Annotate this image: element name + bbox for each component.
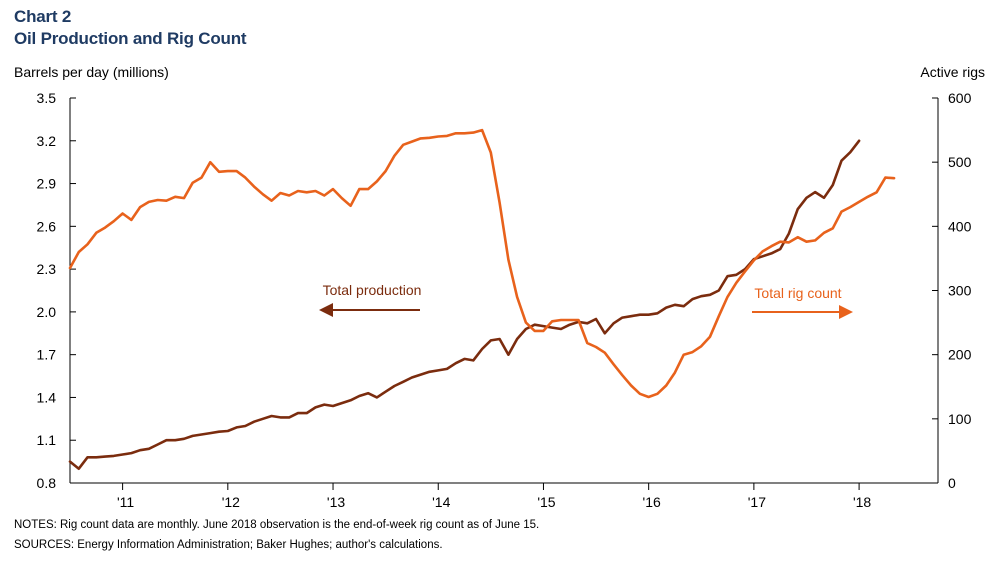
total-rig-count-line [68, 128, 896, 399]
right-axis-tick-label: 400 [948, 218, 972, 234]
axes-layer: 0.8 1.1 1.4 1.7 2.0 2.3 2.6 2.9 3.2 3.5 0 100 200 300… [37, 90, 972, 510]
right-axis-tick-label: 500 [948, 154, 972, 170]
total-production-annotation: Total production [323, 282, 422, 298]
x-axis-tick-label: '12 [222, 494, 240, 510]
left-axis-tick-label: 1.7 [37, 347, 57, 363]
left-axis-tick-label: 3.5 [37, 90, 57, 106]
oil-production-rig-count-chart: 0.8 1.1 1.4 1.7 2.0 2.3 2.6 2.9 3.2 3.5 0 100 200 300… [37, 90, 972, 510]
right-axis-title: Active rigs [920, 64, 985, 80]
right-axis-tick-label: 600 [948, 90, 972, 106]
x-axis-tick-label: '13 [327, 494, 345, 510]
x-axis-tick-label: '11 [117, 494, 134, 510]
left-axis-tick-label: 2.3 [37, 261, 57, 277]
x-axis-tick-label: '14 [432, 494, 450, 510]
series-layer [68, 128, 896, 471]
left-axis-tick-label: 2.0 [37, 304, 57, 320]
left-axis-tick-label: 3.2 [37, 133, 57, 149]
right-axis-tick-label: 300 [948, 283, 972, 299]
left-axis-tick-label: 0.8 [37, 475, 57, 491]
total-production-line [68, 139, 861, 471]
x-axis-tick-label: '18 [853, 494, 871, 510]
left-axis-tick-label: 1.4 [37, 389, 57, 405]
notes-text: NOTES: Rig count data are monthly. June … [14, 519, 540, 531]
left-axis-tick-label: 1.1 [37, 432, 57, 448]
sources-text: SOURCES: Energy Information Administrati… [14, 539, 443, 551]
x-axis-tick-label: '15 [537, 494, 555, 510]
total-rig-count-annotation: Total rig count [754, 285, 841, 301]
chart-number: Chart 2 [14, 7, 72, 26]
chart-title: Oil Production and Rig Count [14, 29, 247, 48]
x-axis-tick-label: '17 [748, 494, 766, 510]
right-axis-tick-label: 0 [948, 475, 956, 491]
left-axis-tick-label: 2.9 [37, 176, 57, 192]
right-axis-tick-label: 200 [948, 347, 972, 363]
right-axis-tick-label: 100 [948, 411, 972, 427]
left-axis-title: Barrels per day (millions) [14, 64, 169, 80]
x-axis-tick-label: '16 [643, 494, 661, 510]
chart-title-block: Chart 2 Oil Production and Rig Count [14, 6, 247, 50]
left-axis-tick-label: 2.6 [37, 218, 57, 234]
